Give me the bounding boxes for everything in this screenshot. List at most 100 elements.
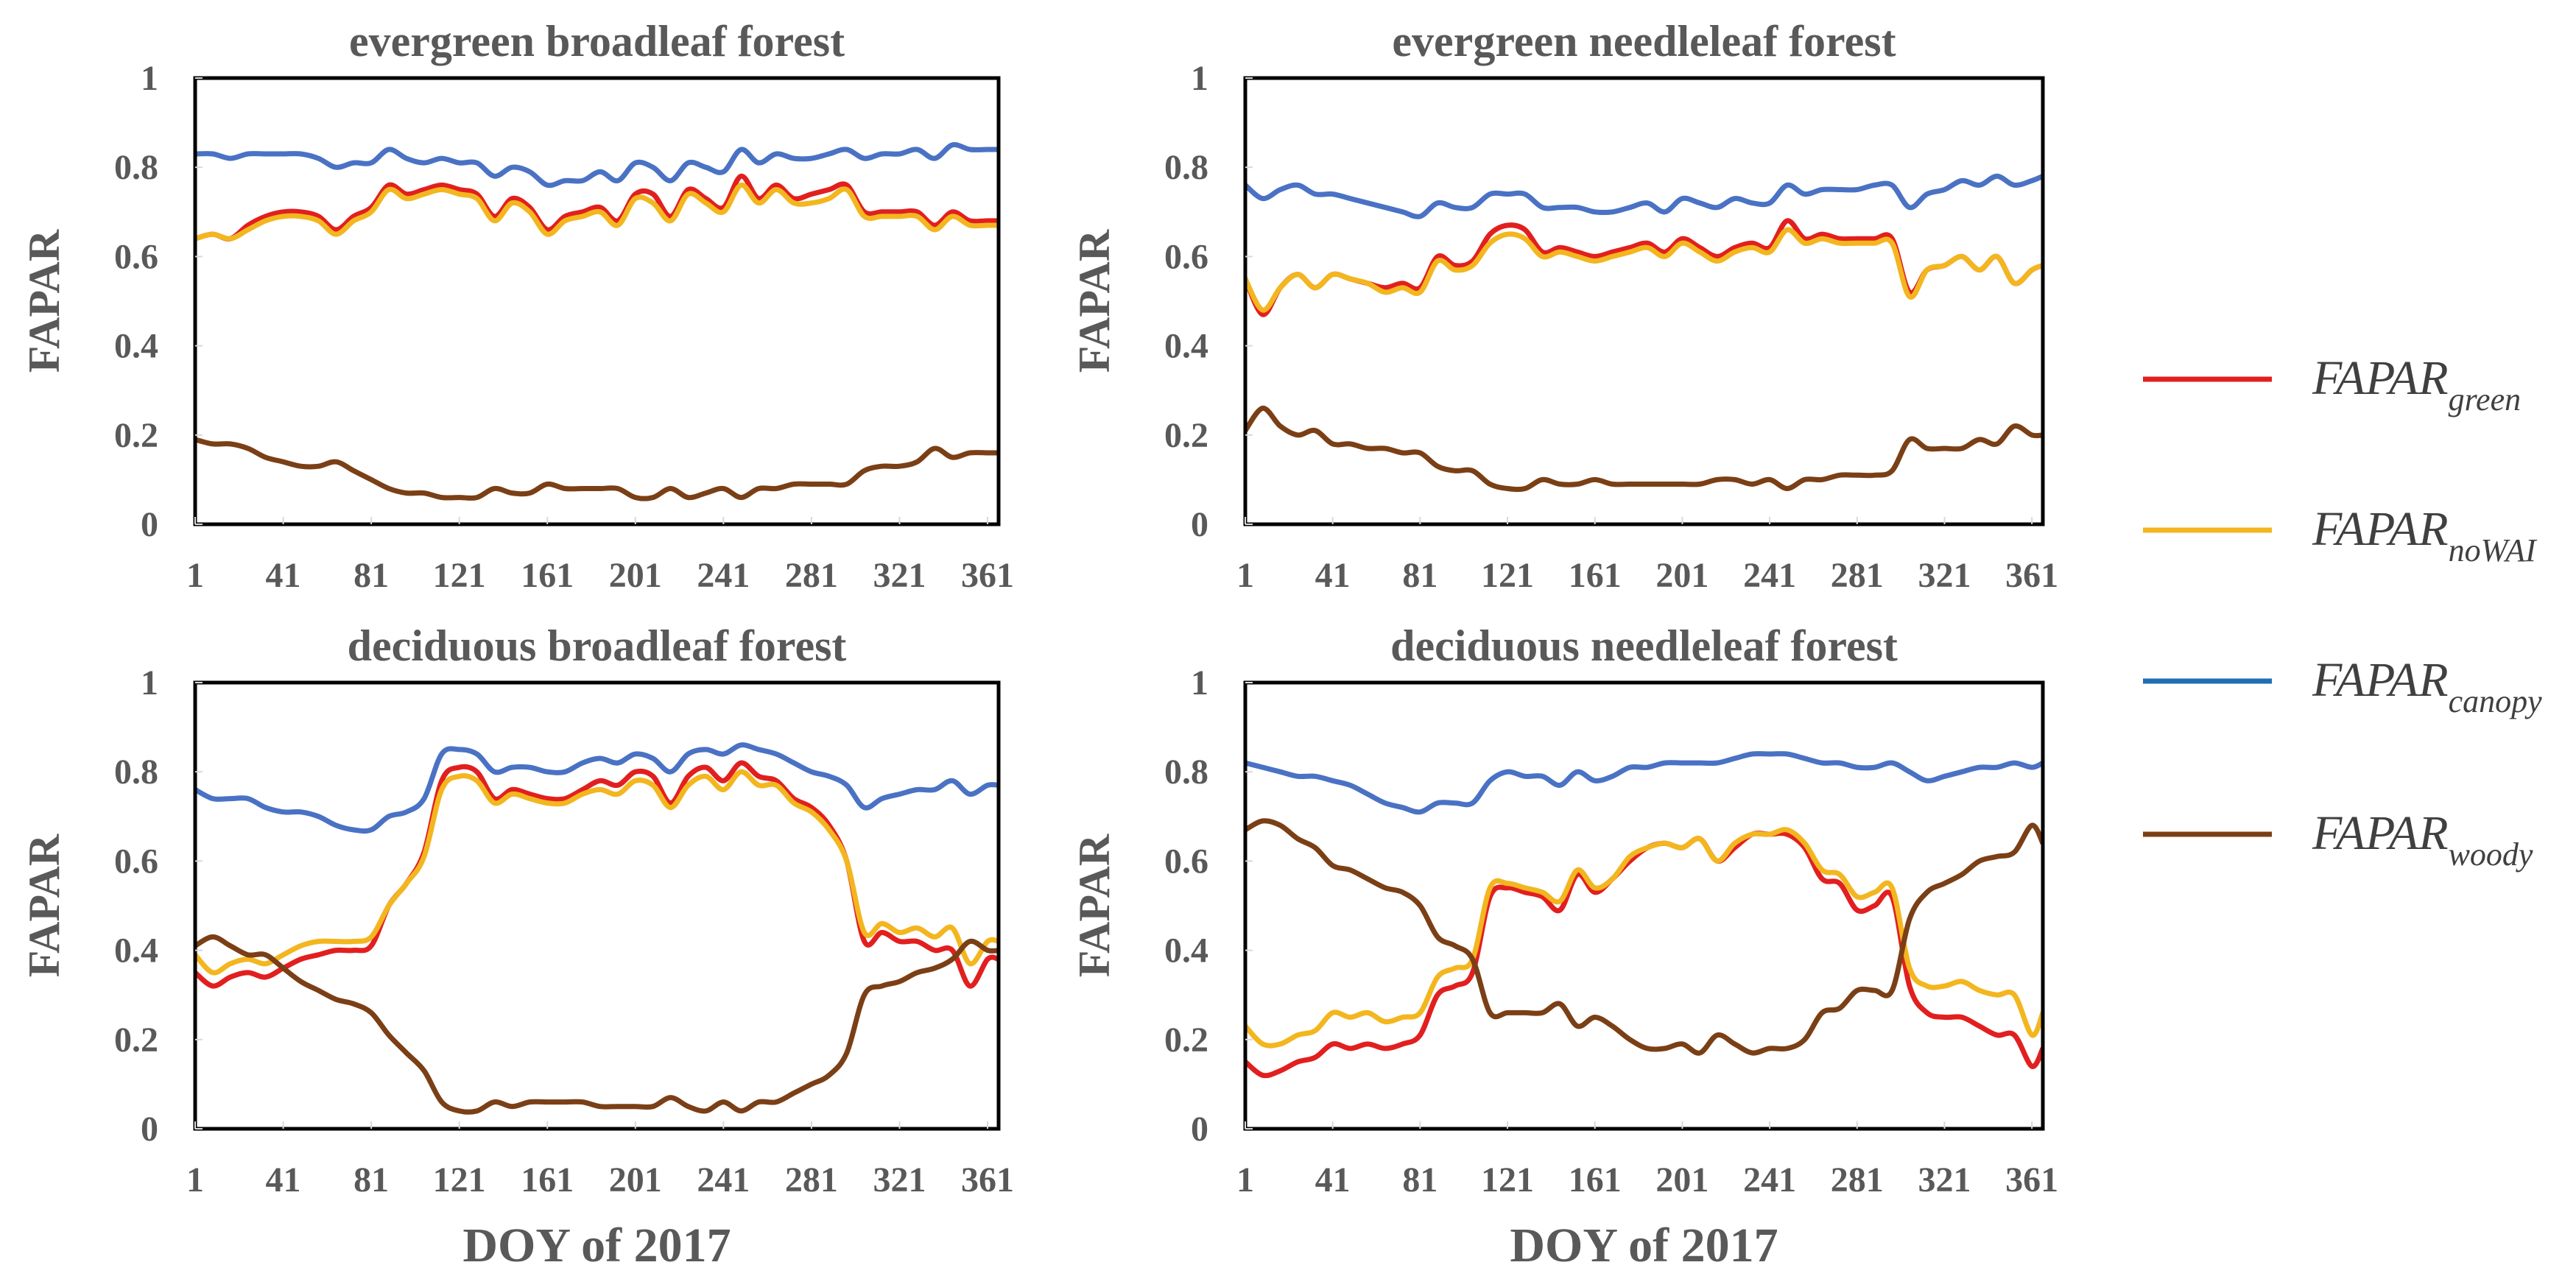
x-tick-label-evergreen-broadleaf-3: 121: [433, 556, 486, 595]
x-tick-label-evergreen-broadleaf-5: 201: [609, 556, 662, 595]
plot-frame-deciduous-broadleaf: [193, 680, 1001, 1131]
series-line-faparnowai-evergreen-needleleaf: [1245, 227, 2043, 313]
y-tick-label-evergreen-broadleaf-2: 0.4: [114, 327, 158, 366]
series-line-faparcanopy-evergreen-needleleaf: [1245, 173, 2043, 219]
panel-evergreen-needleleaf: evergreen needleleaf forest 0 0.2 0.4 0.6 0.8…: [1070, 17, 2058, 595]
series-line-faparnowai-deciduous-needleleaf: [1245, 827, 2043, 1049]
panel-deciduous-broadleaf: deciduous broadleaf forest 0 0.2 0.4 0.6 0.8 1…: [20, 621, 1014, 1272]
y-tick-label-deciduous-needleleaf-5: 1: [1191, 663, 1208, 702]
x-tick-label-deciduous-needleleaf-2: 81: [1402, 1160, 1437, 1199]
x-tick-label-deciduous-needleleaf-5: 201: [1655, 1160, 1708, 1199]
x-tick-label-deciduous-needleleaf-1: 41: [1315, 1160, 1351, 1199]
y-tick-label-evergreen-needleleaf-0: 0: [1191, 505, 1208, 544]
series-line-faparwoody-evergreen-needleleaf: [1245, 405, 2043, 493]
legend-label-green: FAPARgreen: [2312, 351, 2521, 417]
x-tick-label-evergreen-broadleaf-6: 241: [697, 556, 750, 595]
plot-frame-deciduous-needleleaf: [1243, 680, 2045, 1131]
x-tick-label-deciduous-broadleaf-2: 81: [353, 1160, 389, 1199]
y-tick-label-deciduous-needleleaf-2: 0.4: [1164, 931, 1208, 970]
series-line-faparwoody-deciduous-needleleaf: [1245, 818, 2043, 1056]
y-tick-label-deciduous-needleleaf-4: 0.8: [1164, 753, 1208, 792]
y-tick-label-deciduous-broadleaf-4: 0.8: [114, 753, 158, 792]
legend-label-main-canopy: FAPAR: [2312, 653, 2449, 707]
y-tick-label-deciduous-broadleaf-2: 0.4: [114, 931, 158, 970]
x-tick-label-evergreen-needleleaf-9: 361: [2005, 556, 2058, 595]
series-line-faparcanopy-deciduous-needleleaf: [1245, 751, 2043, 815]
series-line-faparnowai-deciduous-broadleaf: [195, 769, 999, 976]
panel-title-evergreen-broadleaf: evergreen broadleaf forest: [349, 17, 845, 66]
y-tick-label-evergreen-needleleaf-5: 1: [1191, 59, 1208, 98]
x-tick-label-deciduous-broadleaf-3: 121: [433, 1160, 486, 1199]
y-tick-label-deciduous-broadleaf-3: 0.6: [114, 842, 158, 881]
x-tick-label-deciduous-needleleaf-9: 361: [2005, 1160, 2058, 1199]
x-tick-label-deciduous-needleleaf-4: 161: [1569, 1160, 1622, 1199]
x-tick-label-deciduous-needleleaf-0: 1: [1236, 1160, 1254, 1199]
x-tick-label-evergreen-needleleaf-6: 241: [1743, 556, 1796, 595]
y-axis-label-deciduous-needleleaf: FAPAR: [1070, 834, 1119, 977]
series-lines-evergreen-broadleaf: [195, 142, 999, 501]
y-tick-label-deciduous-broadleaf-0: 0: [141, 1110, 158, 1149]
series-lines-deciduous-needleleaf: [1245, 751, 2043, 1079]
x-tick-label-evergreen-broadleaf-4: 161: [521, 556, 574, 595]
x-tick-label-evergreen-needleleaf-1: 41: [1315, 556, 1351, 595]
x-tick-label-evergreen-broadleaf-7: 281: [785, 556, 838, 595]
y-tick-label-evergreen-broadleaf-0: 0: [141, 505, 158, 544]
legend-label-woody: FAPARwoody: [2312, 806, 2533, 873]
x-tick-label-deciduous-needleleaf-6: 241: [1743, 1160, 1796, 1199]
panel-title-deciduous-broadleaf: deciduous broadleaf forest: [348, 621, 847, 670]
y-tick-label-evergreen-broadleaf-4: 0.8: [114, 148, 158, 187]
x-tick-label-deciduous-needleleaf-3: 121: [1481, 1160, 1534, 1199]
y-tick-label-deciduous-needleleaf-3: 0.6: [1164, 842, 1208, 881]
plot-frame-evergreen-broadleaf: [193, 76, 1001, 526]
x-tick-label-evergreen-broadleaf-8: 321: [873, 556, 926, 595]
x-tick-label-deciduous-broadleaf-0: 1: [186, 1160, 204, 1199]
x-tick-label-deciduous-broadleaf-6: 241: [697, 1160, 750, 1199]
panel-title-evergreen-needleleaf: evergreen needleleaf forest: [1392, 17, 1896, 66]
x-tick-label-deciduous-broadleaf-8: 321: [873, 1160, 926, 1199]
legend-label-main-green: FAPAR: [2312, 351, 2449, 405]
legend-label-canopy: FAPARcanopy: [2312, 653, 2542, 719]
x-tick-label-deciduous-broadleaf-5: 201: [609, 1160, 662, 1199]
y-axis-label-evergreen-broadleaf: FAPAR: [20, 229, 68, 373]
x-tick-label-evergreen-needleleaf-8: 321: [1918, 556, 1971, 595]
x-tick-label-deciduous-broadleaf-7: 281: [785, 1160, 838, 1199]
series-line-faparcanopy-deciduous-broadleaf: [195, 742, 999, 834]
x-tick-label-deciduous-broadleaf-1: 41: [266, 1160, 301, 1199]
x-tick-label-evergreen-needleleaf-2: 81: [1402, 556, 1437, 595]
legend-label-main-woody: FAPAR: [2312, 806, 2449, 860]
y-tick-label-deciduous-broadleaf-5: 1: [141, 663, 158, 702]
series-lines-deciduous-broadleaf: [195, 742, 999, 1115]
y-tick-label-evergreen-needleleaf-2: 0.4: [1164, 327, 1208, 366]
x-tick-label-evergreen-needleleaf-0: 1: [1236, 556, 1254, 595]
legend-label-main-noWAI: FAPAR: [2312, 502, 2449, 556]
legend-label-sub-woody: woody: [2449, 836, 2533, 873]
x-tick-label-deciduous-needleleaf-8: 321: [1918, 1160, 1971, 1199]
y-tick-label-evergreen-broadleaf-5: 1: [141, 59, 158, 98]
legend-item-woody: FAPARwoody: [2143, 806, 2533, 873]
series-lines-evergreen-needleleaf: [1245, 173, 2043, 493]
legend-label-sub-canopy: canopy: [2449, 683, 2543, 719]
x-tick-label-deciduous-broadleaf-4: 161: [521, 1160, 574, 1199]
x-tick-label-evergreen-broadleaf-1: 41: [266, 556, 301, 595]
x-tick-label-deciduous-broadleaf-9: 361: [961, 1160, 1014, 1199]
x-tick-label-evergreen-needleleaf-3: 121: [1481, 556, 1534, 595]
x-tick-label-evergreen-broadleaf-9: 361: [961, 556, 1014, 595]
legend-item-green: FAPARgreen: [2143, 351, 2521, 417]
series-line-fapargreen-evergreen-broadleaf: [195, 173, 999, 242]
plot-frame-evergreen-needleleaf: [1243, 76, 2045, 526]
series-line-faparcanopy-evergreen-broadleaf: [195, 142, 999, 188]
series-line-fapargreen-deciduous-needleleaf: [1245, 831, 2043, 1079]
y-tick-label-evergreen-broadleaf-3: 0.6: [114, 237, 158, 276]
series-line-faparnowai-evergreen-broadleaf: [195, 182, 999, 242]
y-tick-label-evergreen-needleleaf-4: 0.8: [1164, 148, 1208, 187]
y-tick-label-deciduous-broadleaf-1: 0.2: [114, 1021, 158, 1060]
x-tick-label-evergreen-needleleaf-5: 201: [1655, 556, 1708, 595]
x-tick-label-evergreen-needleleaf-7: 281: [1831, 556, 1884, 595]
y-tick-label-evergreen-broadleaf-1: 0.2: [114, 416, 158, 455]
x-axis-label-deciduous-broadleaf: DOY of 2017: [462, 1219, 731, 1272]
series-line-fapargreen-evergreen-needleleaf: [1245, 218, 2043, 317]
x-tick-label-evergreen-needleleaf-4: 161: [1569, 556, 1622, 595]
legend-label-sub-noWAI: noWAI: [2449, 532, 2538, 568]
x-tick-label-evergreen-broadleaf-0: 1: [186, 556, 204, 595]
y-tick-label-evergreen-needleleaf-1: 0.2: [1164, 416, 1208, 455]
